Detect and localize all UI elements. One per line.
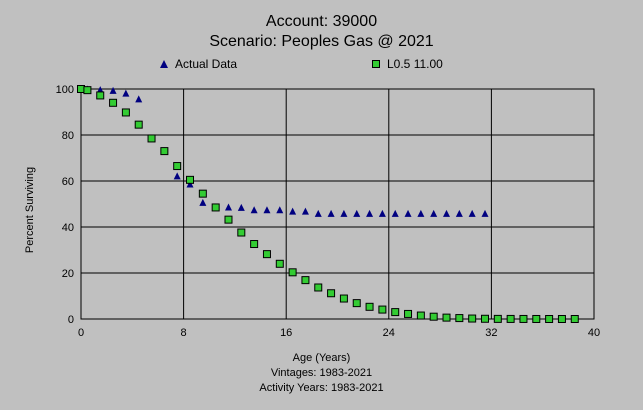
chart-subtitle: Scenario: Peoples Gas @ 2021 xyxy=(209,33,434,50)
actual-data-point xyxy=(455,209,463,217)
fitted-curve-point xyxy=(480,314,489,323)
actual-data-point xyxy=(417,209,425,217)
y-tick-label: 100 xyxy=(56,84,74,96)
x-tick-label: 24 xyxy=(383,327,395,339)
chart-title: Account: 39000 xyxy=(265,13,378,30)
fitted-curve-point xyxy=(391,308,400,317)
actual-data-point xyxy=(378,209,386,217)
fitted-curve-point xyxy=(327,289,336,298)
fitted-curve-point xyxy=(493,314,502,323)
actual-data-point xyxy=(430,209,438,217)
y-tick-label: 80 xyxy=(62,130,74,142)
fitted-curve-point xyxy=(532,314,541,323)
activity-years-note: Activity Years: 1983-2021 xyxy=(259,382,384,394)
fitted-curve-point xyxy=(455,314,464,323)
actual-data-point xyxy=(314,209,322,217)
fitted-curve-point xyxy=(468,314,477,323)
fitted-curve-point xyxy=(237,228,246,237)
fitted-curve-point xyxy=(147,134,156,143)
actual-data-point xyxy=(276,206,284,214)
legend-label-fit-curve: L0.5 11.00 xyxy=(387,57,443,71)
actual-data-point xyxy=(186,180,194,188)
fitted-curve-point xyxy=(557,315,566,323)
x-tick-label: 16 xyxy=(280,327,292,339)
fitted-curve-point xyxy=(429,312,438,321)
fitted-curve-point xyxy=(186,175,195,184)
fitted-curve-point xyxy=(288,268,297,277)
x-axis-label: Age (Years) xyxy=(292,352,351,364)
actual-data-point xyxy=(366,209,374,217)
fitted-curve-point xyxy=(121,108,130,117)
y-tick-label: 60 xyxy=(62,176,74,188)
fitted-curve-point xyxy=(211,203,220,212)
actual-data-point xyxy=(443,209,451,217)
fitted-curve-point xyxy=(545,315,554,323)
fitted-curve-point xyxy=(416,311,425,320)
actual-data-point xyxy=(263,206,271,214)
fitted-curve-point xyxy=(519,314,528,323)
actual-data-point xyxy=(122,89,130,97)
y-tick-label: 40 xyxy=(62,222,74,234)
actual-data-point xyxy=(327,209,335,217)
actual-data-point xyxy=(404,209,412,217)
fitted-curve-point xyxy=(570,315,579,323)
actual-data-point xyxy=(109,86,117,94)
actual-data-point xyxy=(340,209,348,217)
actual-data-point xyxy=(173,172,181,180)
fitted-curve-point xyxy=(83,86,92,95)
fitted-curve-point xyxy=(134,120,143,129)
fitted-curve-point xyxy=(262,250,271,259)
actual-data-point xyxy=(237,203,245,211)
fitted-curve-point xyxy=(378,305,387,314)
actual-data-point xyxy=(481,209,489,217)
y-tick-label: 0 xyxy=(68,314,74,326)
fitted-curve-point xyxy=(365,302,374,311)
fitted-curve-point xyxy=(352,299,361,308)
actual-data-point xyxy=(250,206,258,214)
actual-data-point xyxy=(468,209,476,217)
plot-area xyxy=(80,88,595,320)
actual-data-point xyxy=(135,95,143,103)
actual-data-point xyxy=(301,207,309,215)
fitted-curve-point xyxy=(314,283,323,292)
legend-item-actual-data: Actual Data xyxy=(160,57,237,71)
fitted-curve-point xyxy=(404,309,413,318)
fitted-curve-point xyxy=(250,240,259,249)
fitted-curve-point xyxy=(198,189,207,198)
triangle-marker-icon xyxy=(160,60,168,68)
x-tick-label: 32 xyxy=(485,327,497,339)
actual-data-point xyxy=(353,209,361,217)
fitted-curve-point xyxy=(96,91,105,100)
fitted-curve-point xyxy=(442,313,451,322)
actual-data-point xyxy=(289,207,297,215)
y-tick-label: 20 xyxy=(62,268,74,280)
fitted-curve-point xyxy=(301,276,310,285)
actual-data-point xyxy=(96,86,104,94)
fitted-curve-point xyxy=(339,294,348,303)
x-tick-label: 0 xyxy=(78,327,84,339)
vintages-note: Vintages: 1983-2021 xyxy=(270,367,373,379)
fitted-curve-point xyxy=(224,215,233,224)
actual-data-point xyxy=(199,198,207,206)
fitted-curve-point xyxy=(173,162,182,171)
fitted-curve-point xyxy=(506,314,515,323)
actual-data-point xyxy=(224,203,232,211)
square-marker-icon xyxy=(372,60,380,68)
legend-item-fit-curve: L0.5 11.00 xyxy=(372,57,443,71)
fitted-curve-point xyxy=(160,147,169,156)
y-axis-label: Percent Surviving xyxy=(24,166,36,254)
x-tick-label: 8 xyxy=(181,327,187,339)
fitted-curve-point xyxy=(275,259,284,268)
fitted-curve-point xyxy=(109,98,118,107)
x-tick-label: 40 xyxy=(588,327,600,339)
legend-label-actual-data: Actual Data xyxy=(175,57,238,71)
actual-data-point xyxy=(391,209,399,217)
